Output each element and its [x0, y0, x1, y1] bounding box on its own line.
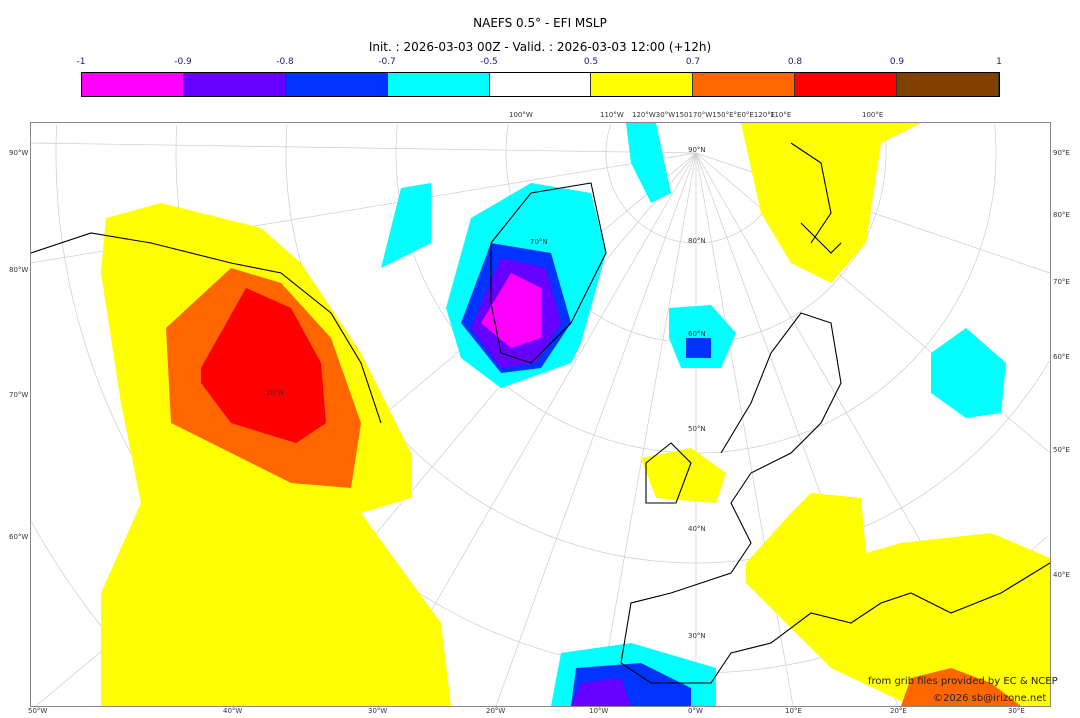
axis-label: 30°E	[1008, 707, 1025, 715]
axis-label: 60°E	[1053, 353, 1070, 361]
colorbar-swatch	[387, 73, 490, 96]
colorbar-swatch	[897, 73, 1000, 96]
axis-label: 90°W	[9, 149, 29, 157]
latitude-circle	[994, 124, 997, 153]
axis-label: 60°N	[688, 330, 706, 338]
axis-label: 70°N	[530, 238, 548, 246]
axis-label: 50°W	[28, 707, 48, 715]
coastlines	[31, 142, 1050, 684]
axis-label: 70°E	[1053, 278, 1070, 286]
chart-subtitle: Init. : 2026-03-03 00Z - Valid. : 2026-0…	[368, 40, 712, 54]
axis-label: 80°N	[688, 237, 706, 245]
axis-label: 100°E	[862, 111, 884, 119]
field-orange-east	[901, 668, 1021, 706]
map-canvas	[31, 123, 1050, 706]
colorbar-tick: -0.7	[378, 57, 396, 67]
credit-copyright: ©2026 sb@irizone.net	[933, 693, 1047, 704]
colorbar-tick: 0.8	[787, 57, 803, 67]
chart-title: NAEFS 0.5° - EFI MSLP	[473, 16, 607, 30]
colorbar-swatch	[591, 73, 694, 96]
axis-label: 80°E	[1053, 211, 1070, 219]
axis-label: 70°W	[9, 391, 29, 399]
credit-source: from grib files provided by EC & NCEP	[868, 676, 1058, 687]
colorbar-swatch	[285, 73, 388, 96]
axis-label: 90°E	[1053, 149, 1070, 157]
axis-label: 20°N	[266, 389, 284, 397]
axis-label: 30°N	[688, 632, 706, 640]
colorbar-tick: 0.9	[889, 57, 905, 67]
colorbar-tick: -0.5	[480, 57, 498, 67]
axis-label: 0°W	[688, 707, 703, 715]
axis-label: 100°W	[509, 111, 533, 119]
axis-label: 20°E	[890, 707, 907, 715]
field-red	[201, 288, 326, 443]
efi-fields	[101, 123, 1050, 706]
axis-label: 10°W	[589, 707, 609, 715]
field-purple	[471, 258, 631, 706]
axis-label: 110°W	[600, 111, 624, 119]
colorbar-swatch	[183, 73, 286, 96]
colorbar-swatch	[489, 73, 592, 96]
axis-label: 30°W	[368, 707, 388, 715]
colorbar-tick: 0.7	[685, 57, 701, 67]
axis-label: 60°W	[9, 533, 29, 541]
axis-label: 40°N	[688, 525, 706, 533]
axis-label: 120°W30°W150170°W150°E°E0°E120°E	[632, 111, 776, 119]
axis-label: 110°E	[770, 111, 792, 119]
axis-label: 90°N	[688, 146, 706, 154]
colorbar-tick: -0.9	[174, 57, 192, 67]
colorbar-tick: -1	[76, 57, 86, 67]
colorbar-swatch	[795, 73, 898, 96]
axis-label: 10°E	[785, 707, 802, 715]
axis-label: 80°W	[9, 266, 29, 274]
colorbar-tick: -0.8	[276, 57, 294, 67]
field-yellow-east	[641, 123, 1050, 706]
colorbar-swatch	[693, 73, 796, 96]
map	[30, 122, 1051, 707]
axis-label: 50°N	[688, 425, 706, 433]
colorbar-tick: 1	[996, 57, 1002, 67]
axis-label: 40°W	[223, 707, 243, 715]
axis-label: 50°E	[1053, 446, 1070, 454]
colorbar-tick: 0.5	[583, 57, 599, 67]
axis-label: 40°E	[1053, 571, 1070, 579]
colorbar-swatch	[82, 73, 184, 96]
colorbar	[81, 72, 1000, 97]
axis-label: 20°W	[486, 707, 506, 715]
